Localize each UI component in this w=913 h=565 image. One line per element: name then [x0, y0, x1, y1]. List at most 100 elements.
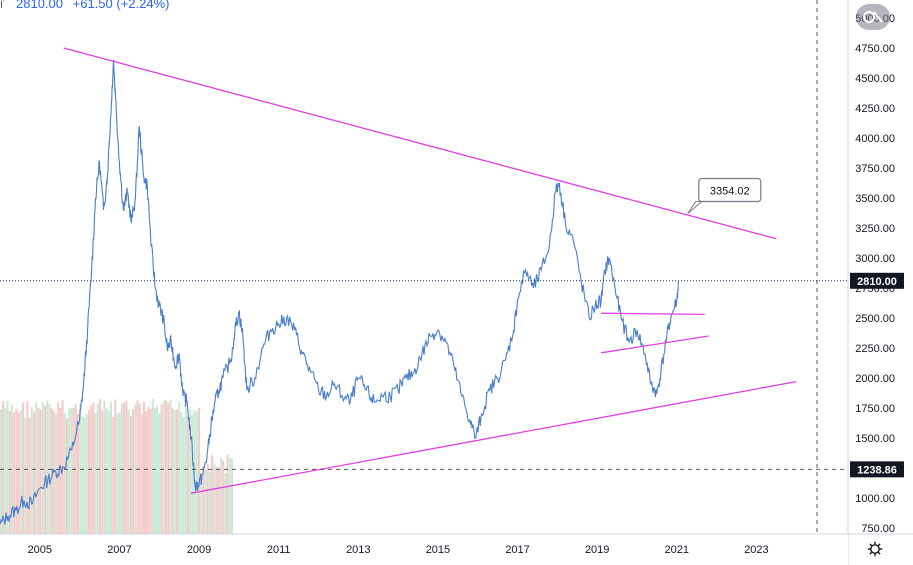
volume-bar — [37, 407, 40, 534]
volume-bar — [143, 402, 145, 534]
volume-bar — [19, 410, 22, 534]
volume-bar — [101, 410, 104, 534]
volume-bar — [213, 463, 216, 534]
volume-bar — [147, 407, 150, 534]
x-tick-label: 2011 — [267, 544, 291, 556]
volume-bars — [0, 399, 233, 534]
x-tick-label: 2017 — [505, 544, 529, 556]
symbol-marker: ꜍ — [0, 0, 6, 11]
x-tick-label: 2023 — [744, 544, 768, 556]
volume-bar — [6, 400, 9, 534]
volume-bar — [92, 403, 95, 534]
volume-bar — [211, 455, 214, 534]
volume-bar — [178, 401, 181, 534]
volume-bar — [145, 411, 148, 534]
volume-bar — [30, 407, 33, 534]
volume-bar — [228, 457, 231, 534]
annotation-callout: 3354.02 — [687, 177, 762, 214]
volume-bar — [66, 418, 68, 534]
price-header: 2810.00 +61.50 (+2.24%) — [16, 0, 175, 11]
price-annotation[interactable]: 3354.02 — [687, 177, 762, 214]
volume-bar — [132, 408, 134, 534]
chart-logo-button[interactable] — [856, 4, 890, 30]
volume-bar — [50, 408, 53, 534]
settings-button[interactable] — [864, 538, 886, 560]
trendline — [190, 380, 797, 494]
x-tick-label: 2007 — [107, 544, 131, 556]
volume-bar — [114, 399, 117, 534]
volume-bar — [173, 409, 176, 534]
volume-bar — [33, 412, 35, 534]
volume-bar — [180, 412, 183, 534]
volume-bar — [191, 414, 194, 534]
volume-bar — [22, 402, 24, 534]
volume-bar — [85, 413, 88, 534]
x-axis-panel[interactable] — [0, 534, 848, 565]
y-tick-label: 1750.00 — [855, 403, 895, 415]
last-price-tag-bg — [850, 272, 904, 289]
volume-bar — [57, 401, 60, 534]
y-tick-label: 3750.00 — [855, 163, 895, 175]
volume-bar — [189, 409, 192, 534]
volume-bar — [151, 399, 154, 534]
volume-bar — [209, 471, 211, 534]
volume-bar — [123, 402, 126, 534]
volume-bar — [129, 415, 132, 534]
volume-bar — [4, 407, 7, 534]
volume-bar — [26, 401, 29, 534]
volume-bar — [226, 454, 229, 534]
y-tick-label: 1000.00 — [855, 493, 895, 505]
trendline — [601, 335, 709, 354]
volume-bar — [59, 408, 62, 534]
volume-bar — [200, 473, 203, 534]
volume-bar — [217, 467, 220, 534]
volume-bar — [206, 464, 209, 534]
volume-bar — [44, 406, 46, 534]
volume-bar — [112, 416, 115, 534]
volume-bar — [138, 403, 141, 534]
volume-bar — [134, 404, 137, 534]
x-tick-label: 2019 — [585, 544, 609, 556]
volume-bar — [165, 400, 167, 534]
volume-bar — [162, 400, 165, 534]
volume-bar — [77, 413, 79, 534]
volume-bar — [224, 473, 227, 534]
volume-bar — [198, 407, 200, 534]
volume-bar — [158, 413, 161, 534]
volume-bar — [99, 399, 101, 534]
trendlines[interactable] — [63, 47, 797, 494]
volume-bar — [149, 408, 152, 534]
price-line — [0, 59, 680, 525]
y-tick-label: 4000.00 — [855, 133, 895, 145]
x-tick-label: 2021 — [665, 544, 689, 556]
volume-bar — [41, 402, 44, 534]
volume-bar — [39, 409, 42, 534]
volume-bar — [195, 411, 198, 534]
x-tick-label: 2013 — [346, 544, 370, 556]
volume-bar — [169, 399, 172, 534]
y-tick-label: 4750.00 — [855, 43, 895, 55]
volume-bar — [35, 402, 38, 534]
volume-bar — [68, 407, 71, 534]
plot-area — [0, 59, 680, 525]
volume-bar — [222, 460, 225, 534]
volume-bar — [202, 467, 205, 534]
x-axis-ticks: 2005 2007 2009 2011 2013 2015 2017 2019 2021 2023 — [28, 544, 769, 556]
volume-bar — [81, 416, 84, 534]
y-axis-panel[interactable] — [848, 0, 913, 534]
y-tick-label: 4250.00 — [855, 103, 895, 115]
crosshair-price-tag-bg — [850, 461, 904, 478]
volume-bar — [2, 401, 5, 534]
y-tick-label: 4500.00 — [855, 73, 895, 85]
gear-icon — [867, 541, 883, 557]
y-tick-label: 3000.00 — [855, 253, 895, 265]
volume-bar — [204, 469, 207, 534]
y-tick-label: 2000.00 — [855, 373, 895, 385]
volume-bar — [125, 400, 128, 534]
volume-bar — [28, 418, 31, 534]
y-tick-label: 3250.00 — [855, 223, 895, 235]
crosshair-price-tag: 1238.86 — [857, 464, 897, 476]
volume-bar — [156, 405, 159, 534]
volume-bar — [110, 401, 112, 534]
